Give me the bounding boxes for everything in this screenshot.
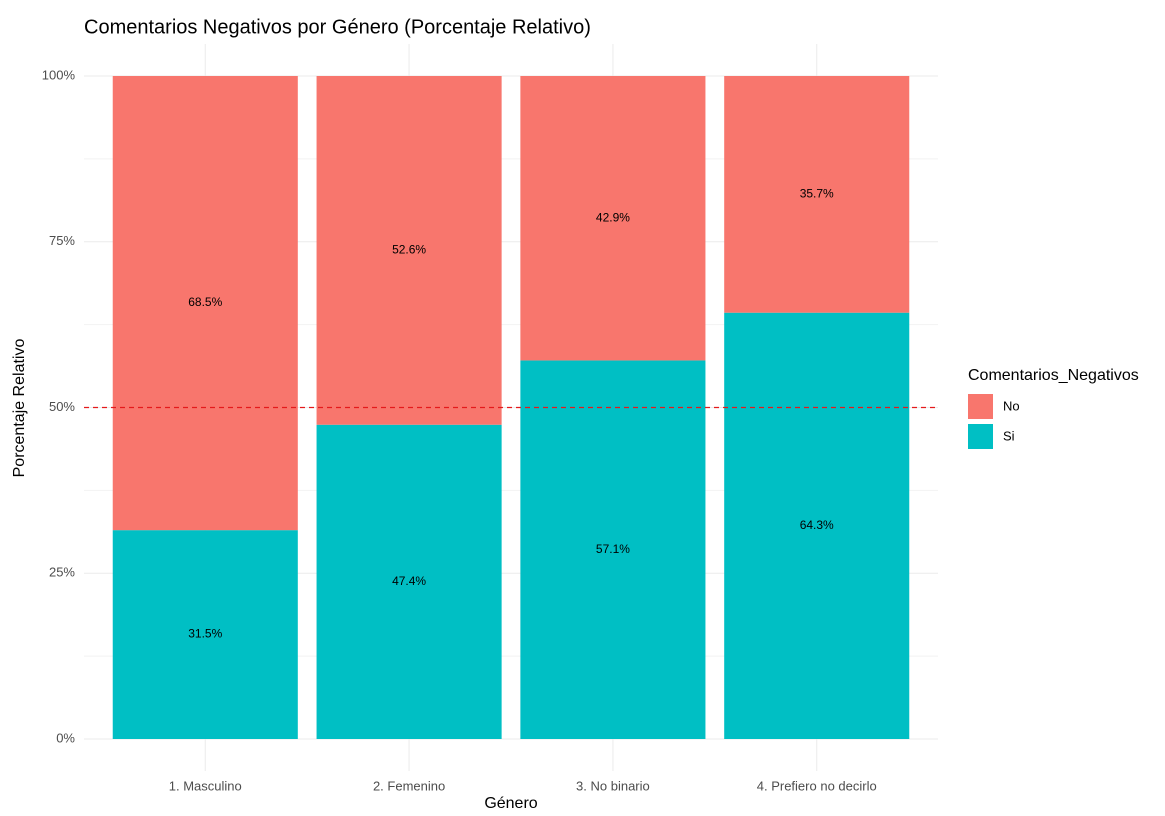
legend-title: Comentarios_Negativos bbox=[968, 367, 1139, 384]
legend-key bbox=[968, 394, 993, 419]
bar-segment bbox=[724, 76, 910, 313]
data-label: 52.6% bbox=[392, 243, 426, 257]
data-label: 31.5% bbox=[188, 627, 222, 641]
x-tick-label: 1. Masculino bbox=[169, 778, 242, 793]
data-label: 47.4% bbox=[392, 574, 426, 588]
x-tick-label: 2. Femenino bbox=[373, 778, 445, 793]
data-label: 57.1% bbox=[596, 542, 630, 556]
x-axis-label: Género bbox=[484, 795, 537, 812]
x-tick-label: 3. No binario bbox=[576, 778, 650, 793]
y-tick-label: 50% bbox=[49, 399, 75, 414]
legend-key bbox=[968, 424, 993, 449]
bar-segment bbox=[724, 312, 910, 739]
bar-segment bbox=[112, 530, 298, 739]
bar-segment bbox=[520, 360, 706, 739]
legend-label: No bbox=[1003, 398, 1020, 413]
y-tick-label: 75% bbox=[49, 233, 75, 248]
y-tick-label: 25% bbox=[49, 565, 75, 580]
bar-segment bbox=[520, 76, 706, 361]
data-label: 42.9% bbox=[596, 210, 630, 224]
data-label: 64.3% bbox=[800, 518, 834, 532]
y-axis-label: Porcentaje Relativo bbox=[11, 339, 28, 478]
bar-segment bbox=[316, 76, 502, 425]
x-tick-label: 4. Prefiero no decirlo bbox=[757, 778, 877, 793]
data-label: 68.5% bbox=[188, 295, 222, 309]
y-tick-label: 100% bbox=[42, 67, 76, 82]
legend-label: Si bbox=[1003, 428, 1015, 443]
data-label: 35.7% bbox=[800, 187, 834, 201]
chart-title: Comentarios Negativos por Género (Porcen… bbox=[84, 16, 591, 38]
y-tick-label: 0% bbox=[56, 730, 75, 745]
bar-segment bbox=[316, 424, 502, 739]
bar-segment bbox=[112, 76, 298, 531]
